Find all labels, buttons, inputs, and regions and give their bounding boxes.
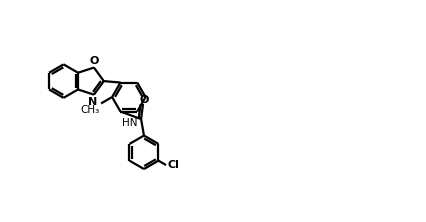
Text: CH₃: CH₃ [80,105,99,115]
Text: Cl: Cl [168,160,179,170]
Text: HN: HN [122,118,138,128]
Text: O: O [89,56,99,66]
Text: N: N [88,97,97,107]
Text: O: O [140,95,150,105]
